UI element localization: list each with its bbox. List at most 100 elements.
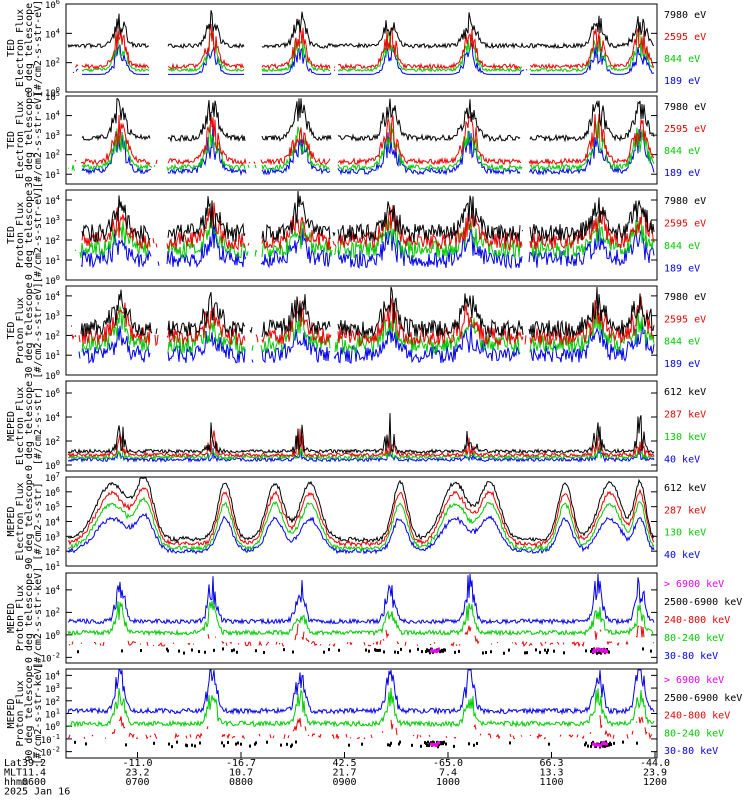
x-tick-label-hhmm: 0800	[229, 777, 253, 788]
y-tick-label: 104	[45, 584, 60, 597]
y-tick-label: 102	[45, 695, 60, 708]
legend-entry: 30-80 keV	[664, 746, 718, 757]
series-point	[585, 741, 587, 745]
panel-ylabel-line: TED	[6, 321, 17, 339]
series-240-800-kev	[68, 623, 655, 648]
series-point	[468, 742, 470, 746]
x-tick-label-hhmm: 1100	[539, 777, 563, 788]
x-tick-label-mlt: 10.7	[229, 768, 253, 779]
legend-entry: 7980 eV	[664, 102, 706, 113]
series-point	[168, 742, 170, 746]
panel-frame	[65, 668, 658, 759]
y-tick-label: 103	[45, 214, 60, 227]
series-point	[610, 743, 612, 747]
panel-ylabel-line: 0 deg telescope	[24, 190, 35, 280]
series-30-80-kev	[67, 573, 655, 626]
y-tick-label: 104	[45, 290, 60, 303]
series-point	[606, 650, 608, 654]
y-tick-label: 104	[45, 516, 60, 529]
series-point	[375, 648, 377, 652]
y-tick-label: 101	[45, 560, 60, 573]
series-point	[608, 650, 610, 654]
series-point	[600, 744, 602, 748]
panel-frame	[65, 3, 658, 93]
series-point	[255, 649, 257, 653]
y-tick-label: 10-1	[41, 733, 60, 746]
series-point	[186, 744, 188, 748]
series-2595-ev	[74, 23, 655, 71]
series-point	[390, 741, 392, 745]
series-point	[429, 651, 431, 655]
panel-ylabel-line: Electron Flux	[15, 9, 26, 87]
series-130-kev	[67, 496, 655, 553]
x-tick-label-hhmm: 1200	[643, 777, 667, 788]
panel-ylabel-line: [#/cm2-s-str-eV]	[33, 187, 44, 283]
series-point	[348, 743, 350, 747]
series-point	[235, 742, 237, 746]
x-tick-label-lat: 39.2	[22, 758, 46, 769]
panel-ylabel-line: 0 deg telescope	[24, 381, 35, 471]
legend-entry: > 6900 keV	[664, 675, 724, 686]
series-point	[604, 744, 606, 748]
series-point	[454, 650, 456, 654]
panel-frame	[65, 572, 658, 664]
y-tick-label: 102	[45, 234, 60, 247]
series-point	[544, 648, 546, 652]
series-point	[438, 741, 440, 745]
series-point	[213, 648, 215, 652]
y-tick-label: 105	[45, 501, 60, 514]
series-point	[603, 648, 605, 652]
y-tick-label: 10-2	[41, 746, 60, 759]
series-point	[425, 650, 427, 654]
panel-ylabel-line: 90 deg telescope	[24, 473, 35, 569]
legend-entry: 2595 eV	[664, 124, 706, 135]
series-point	[601, 650, 603, 654]
series-point	[394, 650, 396, 654]
y-tick-label: 102	[45, 545, 60, 558]
panel-ylabel-line: 30 deg telescope	[24, 92, 35, 188]
series-point	[240, 742, 242, 746]
series-point	[642, 647, 644, 651]
series-point	[485, 651, 487, 655]
legend-entry: > 6900 keV	[664, 579, 724, 590]
series-point	[650, 649, 652, 653]
series-point	[323, 650, 325, 654]
series-point	[508, 648, 510, 652]
y-tick-label: 104	[45, 110, 60, 123]
series-189-ev	[80, 224, 655, 270]
series-point	[397, 651, 399, 655]
series-point	[280, 743, 282, 747]
series-point	[398, 742, 400, 746]
legend-entry: 612 keV	[664, 483, 706, 494]
legend-entry: 844 eV	[664, 241, 700, 252]
panel-ylabel-line: MEPED	[6, 603, 17, 633]
series-point	[428, 744, 430, 748]
panel-ylabel-line: 90 deg telescope	[24, 665, 35, 761]
legend-entry: 189 eV	[664, 264, 700, 275]
series-point	[365, 648, 367, 652]
series-7980-ev	[70, 286, 655, 339]
series-point	[338, 648, 340, 652]
series-point	[194, 744, 196, 748]
series-point	[286, 742, 288, 746]
x-tick-label-lat: -65.0	[433, 758, 463, 769]
x-tick-label-hhmm: 0600	[22, 777, 46, 788]
series-point	[236, 650, 238, 654]
series-2595-ev	[71, 296, 655, 347]
series-point	[590, 649, 592, 653]
series-point	[121, 649, 123, 653]
series-point	[587, 744, 589, 748]
series-844-ev	[67, 119, 655, 173]
panel-ylabel-line: [#/cm2-s-str-eV]	[33, 282, 44, 378]
series-point	[622, 740, 624, 744]
series-point	[204, 650, 206, 654]
series-point	[425, 741, 427, 745]
series-40-kev	[67, 448, 655, 464]
panel-ylabel-line: Electron Flux	[15, 387, 26, 465]
legend-entry: 7980 eV	[664, 292, 706, 303]
x-tick-label-mlt: 13.3	[539, 768, 563, 779]
series-point	[490, 650, 492, 654]
